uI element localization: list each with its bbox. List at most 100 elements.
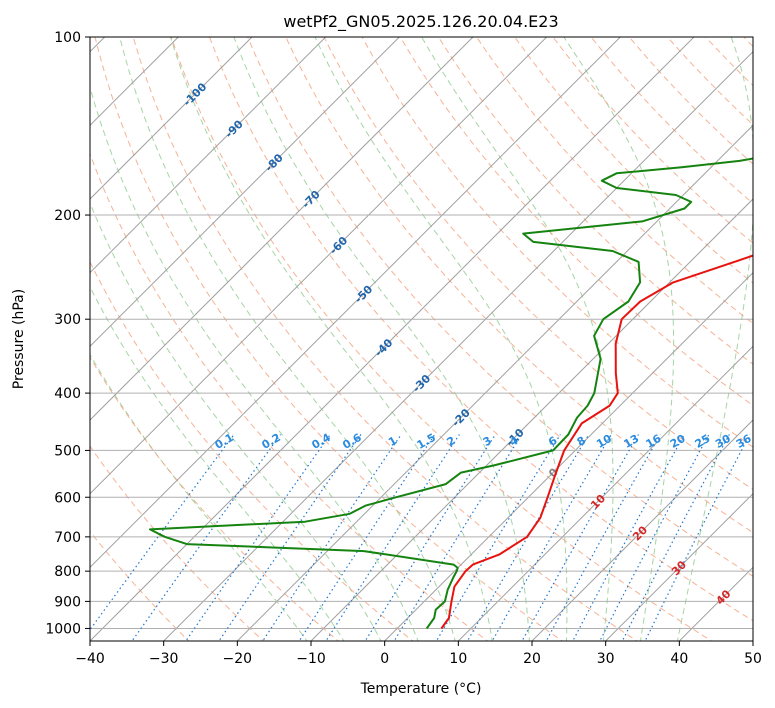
x-tick-label: 0 — [380, 651, 389, 667]
mixing-ratio-line — [262, 434, 402, 641]
dry-adiabat — [514, 37, 753, 284]
dewpoint-profile-line — [149, 157, 753, 630]
mixing-ratio-line — [621, 434, 730, 641]
x-tick-label: 20 — [523, 651, 541, 667]
dry-adiabat — [399, 37, 753, 407]
x-tick-label: −30 — [149, 651, 179, 667]
y-tick-label: 200 — [54, 208, 81, 224]
dry-adiabat — [323, 37, 753, 491]
mixing-ratio-label: 3 — [481, 434, 494, 449]
mixing-ratio-line — [435, 434, 561, 641]
moist-adiabat — [421, 37, 614, 641]
dry-adiabat — [769, 24, 775, 644]
isotherm-line — [90, 37, 180, 127]
mixing-ratio-line — [131, 434, 282, 641]
mixing-ratio-label: 0.6 — [340, 431, 364, 452]
isotherm-line — [90, 37, 327, 274]
isotherm-line — [457, 345, 753, 641]
dry-adiabat — [132, 37, 638, 641]
isotherm-line — [310, 198, 753, 641]
dry-adiabat — [476, 37, 753, 325]
y-axis-ticks: 100 200 300 400 500 600 700 800 900 1000 — [45, 30, 90, 637]
mixing-ratio-label: 36 — [734, 432, 754, 451]
mixing-ratio-label: 0.4 — [310, 431, 334, 452]
mixing-ratio-line — [466, 434, 590, 641]
mixing-ratio-label: 20 — [668, 432, 688, 451]
x-axis-ticks: −40 −30 −20 −10 0 10 20 30 40 50 — [75, 641, 762, 667]
isotherm-line — [0, 10, 58, 653]
mixing-ratio-label: 16 — [644, 432, 664, 451]
y-tick-label: 300 — [54, 312, 81, 328]
y-tick-label: 500 — [54, 443, 81, 459]
moist-adiabat — [233, 37, 530, 641]
dry-adiabat — [90, 530, 190, 641]
mixing-ratio-lines — [90, 434, 751, 641]
mixing-ratio-label: 8 — [575, 434, 588, 449]
dry-adiabat — [90, 260, 414, 641]
y-axis-label: Pressure (hPa) — [11, 289, 27, 389]
isotherm-line — [90, 37, 401, 348]
dry-adiabat — [437, 37, 753, 365]
mixing-ratio-line — [325, 434, 460, 641]
mixing-ratio-line — [298, 434, 436, 641]
mixing-ratio-line — [185, 434, 331, 641]
mixing-ratio-line — [599, 434, 710, 641]
mixing-ratio-label: 25 — [693, 432, 713, 451]
y-tick-label: 700 — [54, 530, 81, 546]
dry-adiabat — [590, 37, 753, 205]
isotherm-line — [162, 50, 753, 641]
mixing-ratio-line — [90, 434, 235, 631]
x-tick-label: 30 — [597, 651, 615, 667]
y-tick-label: 100 — [54, 30, 81, 46]
isotherms — [0, 10, 753, 653]
x-tick-label: −10 — [296, 651, 326, 667]
isotherm-line — [752, 640, 753, 641]
temperature-profile-line — [440, 254, 753, 630]
mixing-ratio-label: 0.2 — [260, 431, 283, 452]
dry-adiabat — [90, 356, 340, 641]
plot-frame — [89, 36, 754, 642]
dry-adiabat — [90, 152, 489, 641]
mixing-ratio-label: 2 — [445, 434, 458, 449]
isotherm-line — [678, 566, 753, 641]
y-tick-label: 800 — [54, 564, 81, 580]
isotherm-line — [90, 37, 474, 421]
dry-adiabats — [90, 24, 775, 644]
y-tick-label: 600 — [54, 490, 81, 506]
x-tick-label: 40 — [670, 651, 688, 667]
isotherm-line — [90, 37, 253, 200]
mixing-ratio-label: 0.1 — [213, 431, 236, 452]
pressure-gridlines — [90, 37, 753, 629]
y-tick-label: 1000 — [45, 621, 81, 637]
mixing-ratio-line — [218, 434, 362, 641]
x-tick-label: 10 — [449, 651, 467, 667]
dry-adiabat — [361, 37, 753, 448]
y-tick-label: 900 — [54, 594, 81, 610]
isotherm-line — [236, 124, 753, 641]
mixing-ratio-label: 10 — [594, 432, 614, 451]
x-tick-label: −20 — [223, 651, 253, 667]
moist-adiabat — [90, 202, 382, 641]
isotherm-line — [90, 37, 622, 569]
dry-adiabat — [90, 445, 265, 641]
mixing-ratio-line — [644, 434, 751, 641]
isotherm-line — [531, 419, 753, 641]
isotherm-line — [90, 37, 695, 641]
dry-adiabat — [704, 37, 753, 87]
dry-adiabat — [208, 37, 753, 622]
isotherm-line — [90, 37, 548, 495]
y-tick-label: 400 — [54, 386, 81, 402]
isotherm-line — [383, 271, 753, 641]
mixing-ratio-line — [572, 434, 685, 641]
mixing-ratio-line — [545, 434, 661, 641]
plot-area: -100-90-80-70-60-50-40-30-20-10010203040… — [0, 10, 775, 653]
mixing-ratio-line — [521, 434, 639, 641]
moist-adiabat — [90, 353, 308, 641]
profile-series — [149, 157, 753, 630]
chart-title: wetPf2_GN05.2025.126.20.04.E23 — [283, 12, 558, 32]
isotherm-line — [604, 492, 753, 641]
x-tick-label: −40 — [75, 651, 105, 667]
x-axis-label: Temperature (°C) — [360, 681, 482, 697]
dry-adiabat — [247, 37, 753, 577]
